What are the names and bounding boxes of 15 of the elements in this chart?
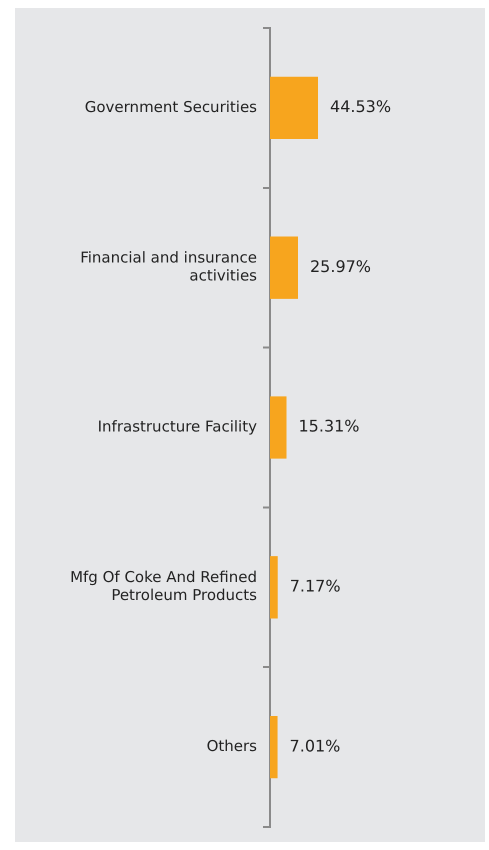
- data-label: 25.97%: [310, 256, 372, 276]
- data-label: 44.53%: [330, 97, 392, 116]
- y-tick-label: Financial and insurance activities: [80, 248, 258, 285]
- y-tick-label: Mfg Of Coke And Refined Petroleum Products: [70, 568, 258, 604]
- data-label: 15.31%: [298, 416, 360, 436]
- data-label: 7.01%: [290, 736, 340, 756]
- bar: [270, 396, 287, 459]
- y-tick-label: Government Securities: [84, 98, 258, 116]
- bar: [270, 236, 298, 299]
- bar: [270, 556, 278, 618]
- bar: [270, 76, 318, 140]
- y-tick-label: Others: [206, 736, 258, 755]
- y-tick-label: Infrastructure Facility: [98, 417, 258, 436]
- bar: [270, 716, 278, 778]
- data-label: 7.17%: [290, 576, 341, 596]
